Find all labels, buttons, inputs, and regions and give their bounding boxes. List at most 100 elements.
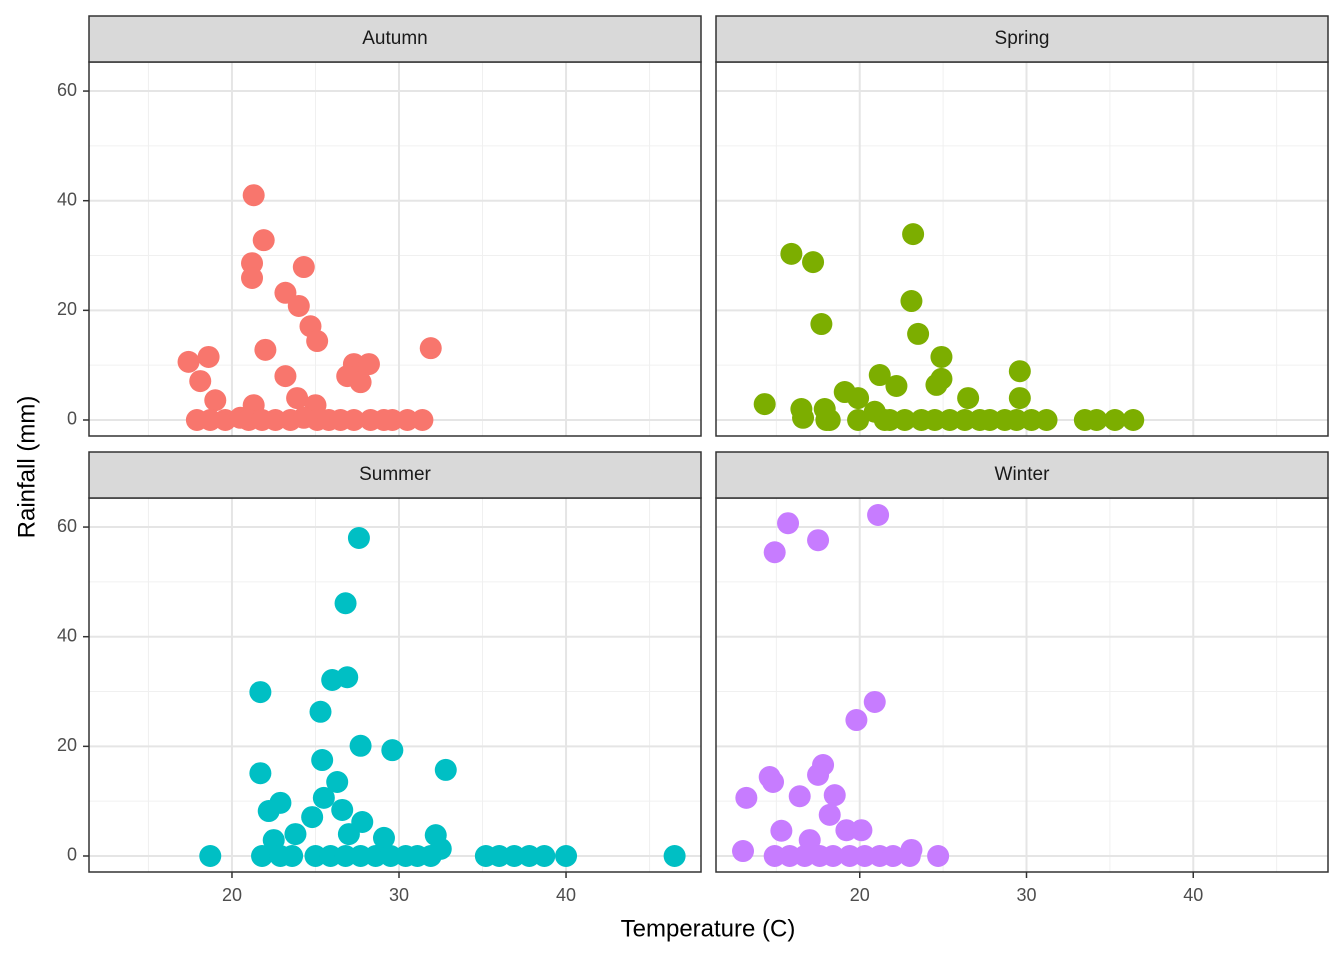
point [780, 242, 803, 265]
point [306, 330, 329, 353]
panel: Spring [715, 15, 1329, 437]
point [197, 345, 220, 368]
point [304, 844, 327, 867]
point [957, 387, 980, 410]
point [349, 371, 372, 394]
y-tick-label: 20 [57, 299, 77, 319]
point [735, 786, 758, 809]
point [732, 840, 755, 863]
point [1008, 387, 1031, 410]
point [1008, 360, 1031, 383]
point [419, 337, 442, 360]
point [868, 364, 891, 387]
point [381, 739, 404, 762]
point [863, 690, 886, 713]
x-tick-label: 20 [850, 885, 870, 905]
panel-background [716, 498, 1328, 872]
point [251, 844, 274, 867]
point [292, 256, 315, 279]
panel: 20 30 40 0 20 40 60 Summer [57, 451, 702, 905]
point [925, 373, 948, 396]
point [379, 844, 402, 867]
y-tick-label: 40 [57, 625, 77, 645]
point [177, 350, 200, 373]
point [347, 527, 370, 550]
y-tick-label: 60 [57, 80, 77, 100]
point [885, 375, 908, 398]
point [419, 844, 442, 867]
point [898, 844, 921, 867]
point [1085, 408, 1108, 431]
point [241, 267, 264, 290]
point [807, 763, 830, 786]
panel-background [89, 498, 701, 872]
point [349, 734, 372, 757]
point [503, 844, 526, 867]
point [753, 393, 776, 416]
point [835, 819, 858, 842]
point [533, 844, 556, 867]
strip-label: Spring [995, 28, 1050, 49]
x-tick-label: 40 [1183, 885, 1203, 905]
panel: 20 30 40 Winter [715, 451, 1329, 905]
point [286, 387, 309, 410]
y-tick-label: 20 [57, 735, 77, 755]
point [254, 338, 277, 361]
point [337, 823, 360, 846]
point [818, 408, 841, 431]
point [1035, 408, 1058, 431]
x-tick-label: 40 [556, 885, 576, 905]
point [867, 503, 890, 526]
point [381, 408, 404, 431]
point [349, 844, 372, 867]
point [807, 529, 830, 552]
point [199, 408, 222, 431]
x-tick-label: 30 [389, 885, 409, 905]
point [902, 223, 925, 246]
point [762, 770, 785, 793]
point [301, 806, 324, 829]
point [284, 823, 307, 846]
point [342, 408, 365, 431]
y-axis-title: Rainfall (mm) [13, 396, 40, 539]
point [663, 844, 686, 867]
point [204, 389, 227, 412]
point [357, 353, 380, 376]
point [364, 844, 387, 867]
point [249, 762, 272, 785]
point [847, 408, 870, 431]
point [312, 786, 335, 809]
y-tick-label: 0 [67, 409, 77, 429]
point [822, 844, 845, 867]
point [199, 844, 222, 867]
y-tick-label: 60 [57, 516, 77, 536]
strip-label: Autumn [362, 28, 427, 49]
point [893, 408, 916, 431]
point [321, 669, 344, 692]
point [331, 798, 354, 821]
point [319, 844, 342, 867]
strip [88, 15, 702, 63]
point [326, 770, 349, 793]
point [1103, 408, 1126, 431]
point [311, 749, 334, 772]
point [242, 184, 265, 207]
point [555, 844, 578, 867]
point [847, 387, 870, 410]
point [810, 313, 833, 336]
point [434, 758, 457, 781]
point [309, 700, 332, 723]
panel-background [89, 62, 701, 436]
strip-label: Summer [359, 464, 431, 485]
point [252, 229, 275, 252]
point [488, 844, 511, 867]
point [763, 541, 786, 564]
point [257, 800, 280, 823]
point [249, 681, 272, 704]
y-tick-label: 0 [67, 845, 77, 865]
point [372, 826, 395, 849]
point [930, 345, 953, 368]
panel: 0 20 40 60 Autumn [57, 15, 702, 437]
strip-label: Winter [995, 464, 1051, 485]
